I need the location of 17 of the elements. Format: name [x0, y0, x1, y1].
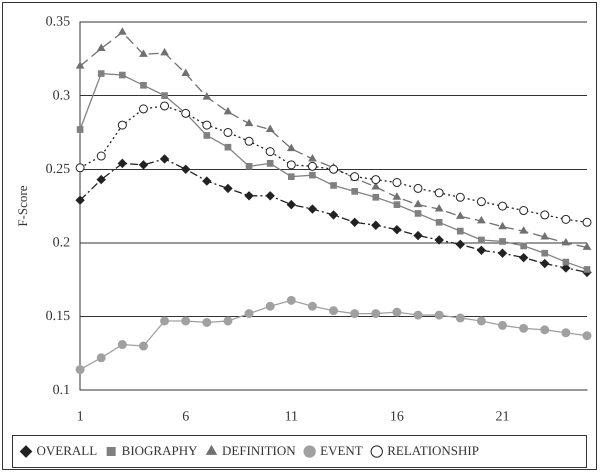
y-tick-label: 0.25: [46, 162, 70, 177]
x-tick-label: 21: [496, 409, 510, 424]
x-tick-label: 16: [390, 409, 404, 424]
x-tick-label: 11: [284, 409, 298, 424]
y-tick-label: 0.3: [52, 88, 70, 104]
legend-label: DEFINITION: [222, 442, 296, 458]
legend-label: BIOGRAPHY: [122, 442, 198, 458]
y-axis-title: F-Score: [15, 185, 30, 227]
legend-label: EVENT: [320, 442, 363, 458]
legend-label: OVERALL: [36, 442, 98, 458]
legend-label: RELATIONSHIP: [387, 442, 479, 458]
y-tick-label: 0.2: [52, 236, 70, 251]
x-tick-label: 1: [76, 409, 84, 424]
y-tick-label: 0.1: [52, 382, 70, 398]
y-tick-label: 0.35: [46, 14, 70, 30]
y-tick-label: 0.15: [46, 309, 70, 324]
x-tick-label: 6: [182, 409, 190, 424]
